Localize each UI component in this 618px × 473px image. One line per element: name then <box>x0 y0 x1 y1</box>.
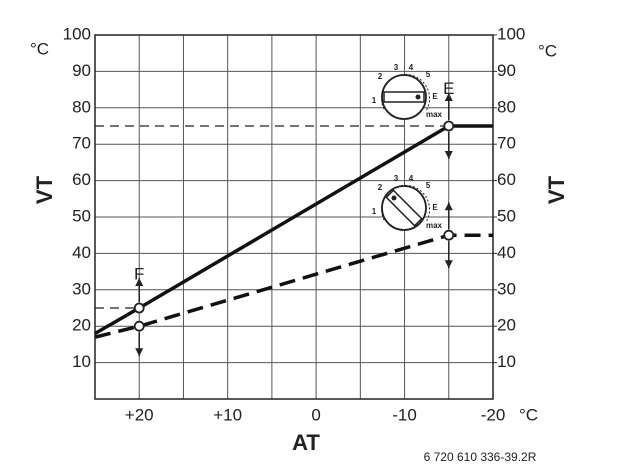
dial-label: 2 <box>378 183 383 192</box>
arrow-head <box>444 202 453 211</box>
dial-label: 1 <box>372 207 377 216</box>
dial-dot <box>415 94 421 100</box>
y2-tick-label: 70 <box>497 134 516 153</box>
y-unit: °C <box>30 39 49 58</box>
x-tick-label: +10 <box>213 405 242 424</box>
y2-label: VT <box>544 175 569 204</box>
y2-tick-label: 80 <box>497 97 516 116</box>
y2-tick-label: 10 <box>497 352 516 371</box>
point <box>133 320 145 332</box>
arrow-head <box>135 278 144 286</box>
y-tick-label: 60 <box>72 170 91 189</box>
series-line <box>94 124 493 335</box>
dial-label: 4 <box>409 174 414 183</box>
point <box>443 120 455 132</box>
dial-label: E <box>432 92 438 101</box>
figure-code: 6 720 610 336-39.2R <box>424 450 537 464</box>
y-tick-label: 50 <box>72 206 91 225</box>
x-tick-label: -10 <box>392 405 417 424</box>
x-tick-label: -20 <box>481 405 506 424</box>
y-label: VT <box>32 175 57 204</box>
x-unit: °C <box>519 405 538 424</box>
dial-scale <box>381 184 431 223</box>
series-line <box>94 233 493 339</box>
dial-label: 5 <box>426 70 431 79</box>
arrow-head <box>444 260 453 269</box>
annotation: E <box>443 79 454 98</box>
y2-tick-label: 30 <box>497 279 516 298</box>
y2-tick-label: 90 <box>497 61 516 80</box>
annotation: F <box>134 265 144 284</box>
y-tick-label: 30 <box>72 279 91 298</box>
y2-tick-label: 50 <box>497 206 516 225</box>
dial-label: 4 <box>409 63 414 72</box>
dial-label: 3 <box>394 63 399 72</box>
arrow-head <box>444 151 453 159</box>
x-tick-label: +20 <box>125 405 154 424</box>
y-tick-label: 100 <box>63 24 91 43</box>
dial-knob <box>383 91 425 103</box>
point <box>133 302 145 314</box>
point <box>443 229 455 241</box>
y-tick-label: 20 <box>72 316 91 335</box>
dial-label: 5 <box>426 181 431 190</box>
dial-label: max <box>426 110 443 119</box>
y2-tick-label: 40 <box>497 243 516 262</box>
dial-label: 3 <box>394 174 399 183</box>
y-tick-label: 40 <box>72 243 91 262</box>
y2-tick-label: 100 <box>497 24 525 43</box>
dial-label: 2 <box>378 72 383 81</box>
dial-dot <box>391 195 397 201</box>
plot-frame <box>94 34 494 400</box>
y2-unit: °C <box>538 41 557 60</box>
dial-scale <box>381 73 431 112</box>
y2-tick-label: 20 <box>497 316 516 335</box>
dial-label: 1 <box>372 96 377 105</box>
y-tick-label: 70 <box>72 134 91 153</box>
x-label: AT <box>292 430 320 455</box>
y-tick-label: 80 <box>72 97 91 116</box>
dial-label: E <box>432 203 438 212</box>
y2-tick-label: 60 <box>497 170 516 189</box>
arrow-head <box>444 93 453 101</box>
y-tick-label: 90 <box>72 61 91 80</box>
arrow-head <box>135 348 144 357</box>
x-tick-label: 0 <box>311 405 320 424</box>
y-tick-label: 10 <box>72 352 91 371</box>
dial-label: max <box>426 221 443 230</box>
